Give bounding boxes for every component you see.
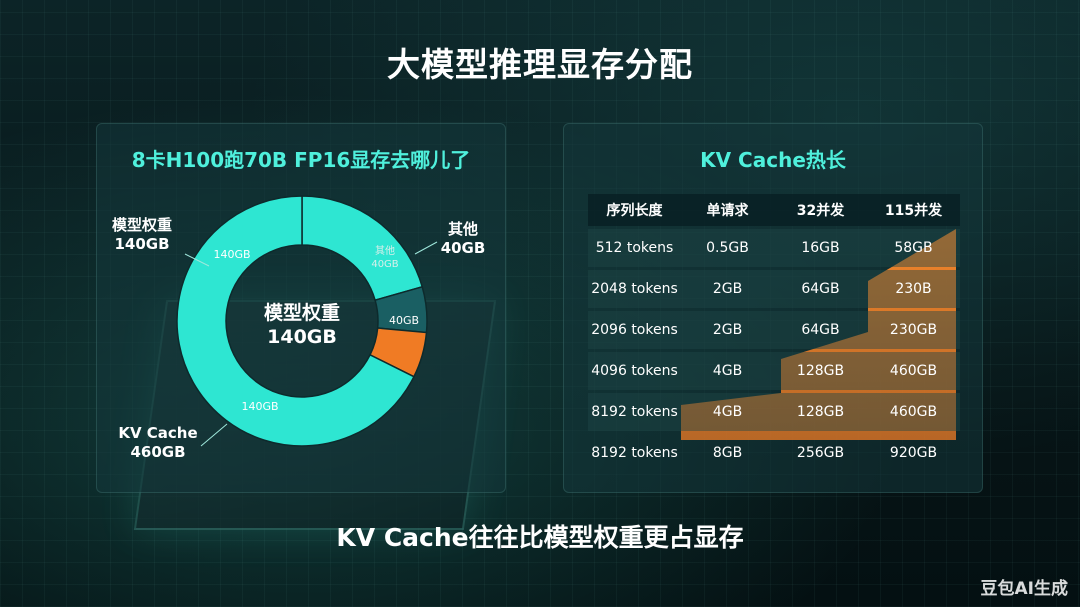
legend-kv-cache: KV Cache 460GB xyxy=(113,424,203,462)
table-row: 4096 tokens 4GB 128GB 460GB xyxy=(588,352,960,390)
table-header: 序列长度 单请求 32并发 115并发 xyxy=(588,194,960,226)
table-cell: 460GB xyxy=(889,404,938,420)
table-cell: 4GB xyxy=(712,363,743,379)
table-cell: 8GB xyxy=(712,445,743,461)
table-cell: 4096 tokens xyxy=(591,363,678,379)
table-cell: 0.5GB xyxy=(706,240,749,256)
legend-other-value: 40GB xyxy=(440,238,486,257)
page-title: 大模型推理显存分配 xyxy=(387,45,693,84)
table-cell: 512 tokens xyxy=(595,240,674,256)
leader-line xyxy=(200,423,228,447)
table-cell: 2GB xyxy=(712,281,743,297)
kv-cache-table: 序列长度 单请求 32并发 115并发 512 tokens 0.5GB 16G… xyxy=(588,194,960,472)
table-cell: 460GB xyxy=(889,363,938,379)
table-cell: 2096 tokens xyxy=(591,322,678,338)
donut-chart-title: 8卡H100跑70B FP16显存去哪儿了 xyxy=(131,148,471,172)
table-cell: 8192 tokens xyxy=(591,404,678,420)
column-header: 单请求 xyxy=(706,203,749,219)
table-cell: 2GB xyxy=(712,322,743,338)
leader-line xyxy=(184,253,210,267)
legend-weights-value: 140GB xyxy=(114,234,170,253)
memory-breakdown-panel: 8卡H100跑70B FP16显存去哪儿了 模型权重 140GB 模型权重 14… xyxy=(96,123,506,493)
table-cell: 4GB xyxy=(712,404,743,420)
table-title: KV Cache热长 xyxy=(700,148,846,172)
growth-staircase xyxy=(681,229,956,440)
slice-label-other-value: 40GB xyxy=(371,258,399,270)
kv-cache-panel: KV Cache热长 序列长度 单请求 32并发 115并发 512 token… xyxy=(563,123,983,493)
table-cell: 920GB xyxy=(889,445,938,461)
table-cell: 58GB xyxy=(894,240,933,256)
table-cell: 230B xyxy=(895,281,932,297)
table-row: 512 tokens 0.5GB 16GB 58GB xyxy=(588,229,960,267)
table-cell: 64GB xyxy=(801,281,840,297)
donut-chart xyxy=(176,195,438,447)
table-cell: 256GB xyxy=(796,445,845,461)
column-header: 序列长度 xyxy=(606,203,663,219)
table-cell: 8192 tokens xyxy=(591,445,678,461)
legend-weights-name: 模型权重 xyxy=(111,216,172,234)
table-cell: 2048 tokens xyxy=(591,281,678,297)
legend-other-name: 其他 xyxy=(447,220,478,238)
center-label-name: 模型权重 xyxy=(263,302,340,324)
table-row: 2048 tokens 2GB 64GB 230B xyxy=(588,270,960,308)
watermark: 豆包AI生成 xyxy=(980,579,1068,599)
legend-weights: 模型权重 140GB xyxy=(103,216,181,254)
conclusion-text: KV Cache往往比模型权重更占显存 xyxy=(336,523,744,552)
column-header: 115并发 xyxy=(884,203,943,219)
legend-kv-name: KV Cache xyxy=(118,424,198,442)
legend-other: 其他 40GB xyxy=(433,220,493,258)
table-cell: 128GB xyxy=(796,404,845,420)
slice-label-other-name: 其他 xyxy=(375,246,395,257)
legend-kv-value: 460GB xyxy=(130,442,186,461)
leader-line xyxy=(414,241,438,255)
table-body: 512 tokens 0.5GB 16GB 58GB 2048 tokens 2… xyxy=(588,229,960,472)
donut-slice xyxy=(176,195,415,447)
table-cell: 16GB xyxy=(801,240,840,256)
center-label-value: 140GB xyxy=(267,325,337,348)
table-row: 2096 tokens 2GB 64GB 230GB xyxy=(588,311,960,349)
slice-label-orange: 40GB xyxy=(388,314,420,327)
slice-label-kv: 140GB xyxy=(241,400,279,413)
table-row: 8192 tokens 4GB 128GB 460GB xyxy=(588,393,960,431)
donut-center-label: 模型权重 140GB xyxy=(252,302,352,350)
table-cell: 128GB xyxy=(796,363,845,379)
table-cell: 64GB xyxy=(801,322,840,338)
column-header: 32并发 xyxy=(796,203,845,219)
slice-label-weights: 140GB xyxy=(213,248,251,261)
slice-label-other: 其他 40GB xyxy=(365,246,405,271)
table-cell: 230GB xyxy=(889,322,938,338)
table-row: 8192 tokens 8GB 256GB 920GB xyxy=(588,434,960,472)
